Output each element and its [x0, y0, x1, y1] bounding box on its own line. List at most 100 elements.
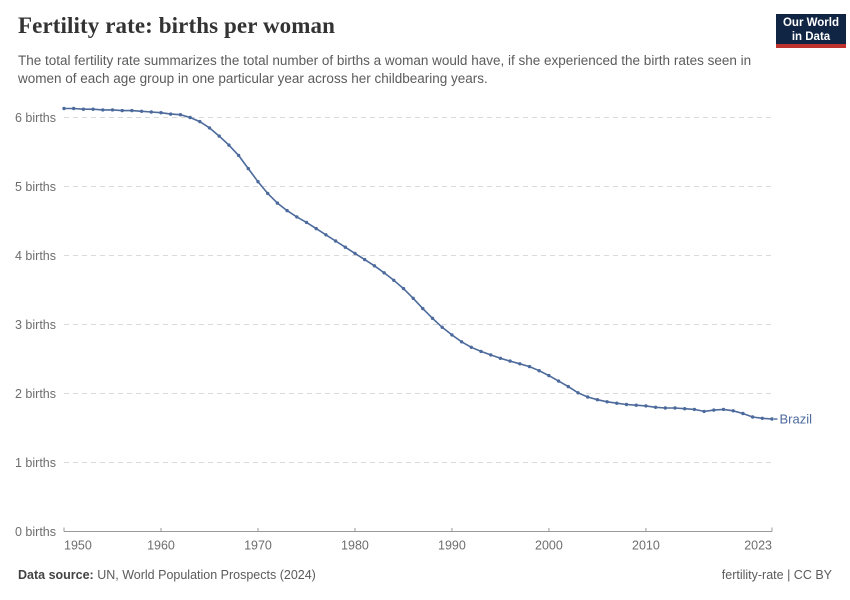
data-point [227, 143, 231, 147]
data-point [285, 208, 289, 213]
data-point [673, 406, 677, 410]
data-point [576, 391, 580, 395]
data-point [586, 395, 590, 399]
data-source-value: UN, World Population Prospects (2024) [97, 568, 316, 582]
x-axis-tick-label: 2000 [535, 539, 563, 553]
data-source-label: Data source: [18, 568, 94, 582]
data-point [353, 251, 357, 256]
data-point [304, 220, 309, 225]
y-axis-tick-label: 4 births [15, 249, 56, 263]
data-point [731, 409, 735, 413]
y-axis-tick-label: 2 births [15, 387, 56, 401]
data-point [401, 286, 406, 291]
data-point [508, 359, 512, 363]
series-end-label: Brazil [780, 412, 813, 427]
data-point [256, 180, 260, 184]
x-axis-tick-label: 1980 [341, 539, 369, 553]
x-axis-tick-label: 1970 [244, 539, 272, 553]
data-point [363, 257, 367, 262]
page-title: Fertility rate: births per woman [18, 13, 336, 38]
data-point [653, 405, 658, 409]
data-point [760, 416, 764, 420]
data-point [683, 407, 687, 411]
owid-logo-line2: in Data [791, 30, 831, 43]
data-point [547, 373, 551, 378]
y-axis-tick-label: 0 births [15, 525, 56, 539]
data-point [479, 349, 483, 354]
data-point [178, 113, 183, 117]
data-point [702, 409, 706, 414]
data-point [275, 201, 280, 205]
data-point [295, 215, 299, 219]
chart-footer: Data source: UN, World Population Prospe… [18, 568, 832, 582]
data-point [741, 411, 745, 416]
data-point [770, 417, 774, 421]
x-axis-tick-label: 2010 [632, 539, 660, 553]
data-point [644, 404, 648, 408]
data-point [101, 108, 105, 112]
data-point [411, 296, 415, 300]
data-point [489, 353, 493, 357]
data-point [62, 106, 66, 111]
data-point [421, 306, 425, 311]
data-point [159, 111, 163, 115]
data-point [634, 403, 638, 407]
data-point [750, 415, 755, 419]
data-point [91, 107, 95, 111]
data-point [566, 384, 570, 389]
data-point [324, 233, 328, 237]
data-point [605, 400, 609, 404]
owid-logo-line1: Our World [782, 17, 839, 29]
data-point [518, 362, 522, 366]
owid-logo: Our World in Data [776, 14, 846, 48]
data-points [62, 106, 774, 421]
data-point [527, 364, 532, 369]
x-axis-tick-label: 1950 [64, 539, 92, 553]
data-point [469, 345, 473, 349]
x-axis-tick-label: 1990 [438, 539, 466, 553]
data-point [207, 126, 212, 130]
data-point [392, 278, 396, 282]
data-point [246, 166, 250, 171]
data-point [556, 379, 561, 383]
data-point [314, 226, 318, 231]
data-point [139, 109, 144, 114]
x-axis-tick-label: 2023 [744, 539, 772, 553]
y-axis-tick-label: 1 births [15, 456, 56, 470]
data-point [81, 107, 86, 111]
y-axis-tick-label: 5 births [15, 180, 56, 194]
data-point [712, 408, 716, 412]
data-point [169, 112, 173, 116]
data-point [459, 340, 464, 344]
data-point [149, 110, 153, 114]
data-point [130, 108, 134, 113]
data-point [236, 153, 241, 158]
x-axis-tick-label: 1960 [147, 539, 175, 553]
data-point [624, 402, 629, 407]
data-point [450, 333, 454, 337]
fertility-rate-line [64, 107, 773, 420]
data-point [333, 239, 338, 243]
data-point [498, 356, 503, 360]
data-point [188, 115, 192, 120]
data-point [382, 271, 386, 275]
data-point [120, 108, 124, 113]
data-source-note: Data source: UN, World Population Prospe… [18, 568, 316, 582]
data-point [692, 407, 697, 412]
data-point [72, 106, 76, 111]
y-axis-tick-label: 3 births [15, 318, 56, 332]
data-point [663, 406, 667, 410]
data-point [198, 119, 202, 124]
data-point [266, 191, 270, 196]
data-point [430, 316, 435, 320]
data-point [372, 264, 377, 268]
license-note: fertility-rate | CC BY [721, 568, 832, 582]
data-point [343, 245, 347, 249]
chart-subtitle: The total fertility rate summarizes the … [18, 53, 752, 86]
data-point [537, 369, 541, 373]
data-point [721, 407, 726, 412]
data-point [110, 108, 115, 112]
data-point [217, 134, 221, 138]
